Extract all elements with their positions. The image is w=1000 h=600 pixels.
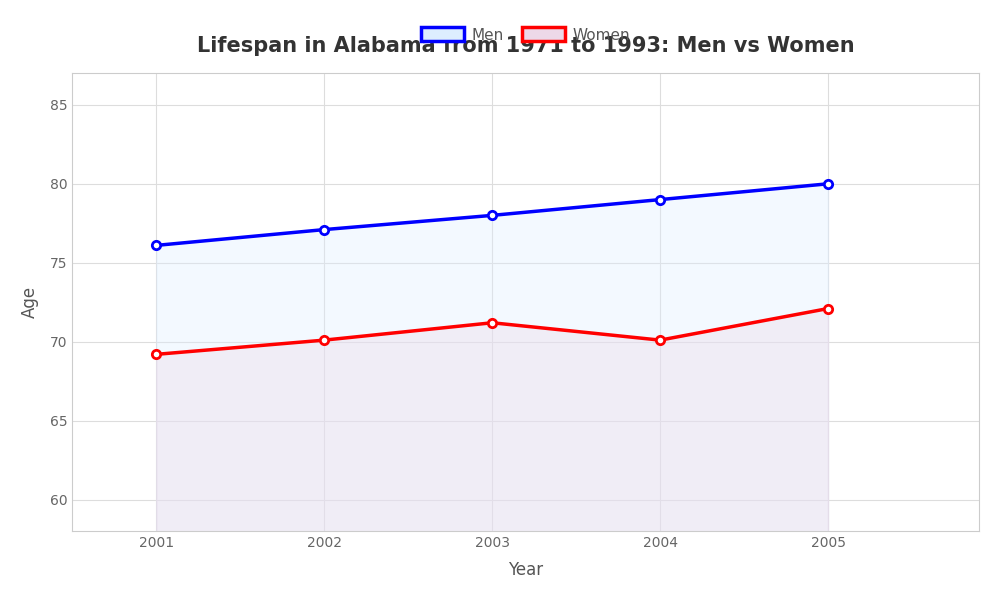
Legend: Men, Women: Men, Women [415, 22, 636, 49]
X-axis label: Year: Year [508, 561, 543, 579]
Y-axis label: Age: Age [21, 286, 39, 318]
Title: Lifespan in Alabama from 1971 to 1993: Men vs Women: Lifespan in Alabama from 1971 to 1993: M… [197, 37, 855, 56]
